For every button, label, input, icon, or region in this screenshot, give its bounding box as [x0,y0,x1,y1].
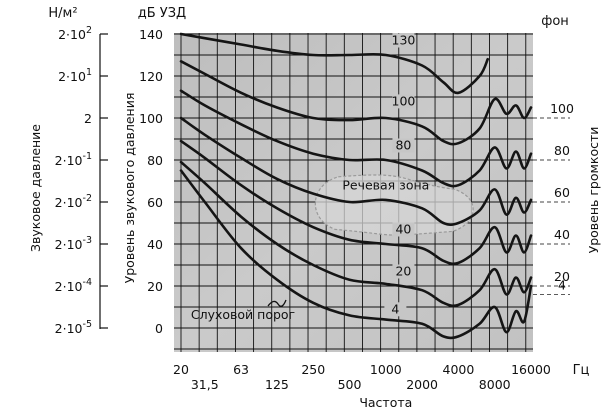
loudness-curve-20 [179,160,533,308]
pressure-tick-label: 2·10-5 [55,319,92,336]
pressure-tick-base: 2·10 [55,153,83,168]
curve-label-100: 100 [392,93,416,108]
pressure-tick-label: 2·10-2 [55,193,92,210]
x-tick-label-4000: 4000 [443,362,475,377]
loudness-curve-100 [179,60,533,146]
phon-tick-label-60: 60 [554,185,570,200]
pressure-tick-exp: -3 [83,235,92,246]
phon-tick-label-100: 100 [550,101,574,116]
loudness-curve-130 [179,32,489,95]
y-axis-label: Уровень звукового давления [122,93,137,284]
x-tick-label-2000: 2000 [406,377,438,392]
phon-axis-label: Уровень громкости [586,127,601,254]
loudness-curve-4 [179,169,533,340]
pressure-tick-label: 2·10-3 [55,235,92,252]
loudness-curve-40 [179,139,533,266]
y-tick-label-80: 80 [147,153,163,168]
pressure-unit-label: Н/м² [48,6,77,21]
pressure-tick-label: 2·10-1 [55,151,92,168]
y-tick-label-20: 20 [147,279,163,294]
pressure-tick-base: 2·10 [55,321,83,336]
pressure-tick-base: 2 [84,111,92,126]
pressure-tick-base: 2·10 [58,69,86,84]
y-tick-label-120: 120 [139,69,163,84]
phon-tick-label-20: 20 [554,269,570,284]
pressure-tick-base: 2·10 [55,279,83,294]
curve-label-80: 80 [395,138,411,153]
phon-tick-label-80: 80 [554,143,570,158]
y-tick-label-60: 60 [147,195,163,210]
pressure-axis-label: Звуковое давление [28,124,43,252]
phon-tick-label-40: 40 [554,227,570,242]
x-tick-label-16000: 16000 [511,362,551,377]
curve-label-bg [392,138,415,153]
y-tick-label-0: 0 [155,321,163,336]
y-tick-label-40: 40 [147,237,163,252]
curve-label-20: 20 [395,264,411,279]
pressure-tick-exp: -1 [83,151,92,162]
curve-label-130: 130 [392,33,416,48]
loudness-curve-80 [179,89,533,188]
pressure-tick-exp: -5 [83,319,92,330]
curve-label-bg [392,264,415,279]
speech-zone [314,174,474,236]
phon-unit-label: фон [541,14,569,29]
curve-label-bg [392,222,415,237]
x-tick-label-31,5: 31,5 [191,377,219,392]
x-tick-label-63: 63 [233,362,249,377]
pressure-tick-base: 2·10 [55,195,83,210]
db-unit-label: дБ УЗД [138,6,186,21]
phon-tick-label-4: 4 [558,277,566,292]
x-tick-label-250: 250 [301,362,325,377]
speech-zone-label: Речевая зона [342,177,429,192]
loudness-curve-60 [179,116,533,226]
curve-label-bg [384,302,407,317]
curve-label-40: 40 [395,222,411,237]
x-tick-label-20: 20 [173,362,189,377]
x-unit-label: Гц [573,363,590,378]
pressure-tick-label: 2·10-4 [55,277,92,294]
x-tick-label-8000: 8000 [479,377,511,392]
x-tick-label-125: 125 [265,377,289,392]
threshold-pointer [267,299,287,307]
x-tick-label-1000: 1000 [370,362,402,377]
y-tick-label-100: 100 [139,111,163,126]
pressure-tick-exp: -4 [83,277,92,288]
y-tick-label-140: 140 [139,27,163,42]
pressure-tick-base: 2·10 [58,27,86,42]
pressure-tick-base: 2·10 [55,237,83,252]
curve-label-4: 4 [391,301,399,316]
pressure-tick-label: 2·102 [58,25,92,42]
curve-label-bg [392,94,415,109]
curve-label-bg [392,33,415,48]
pressure-tick-label: 2 [84,111,92,126]
pressure-tick-exp: 2 [86,25,92,36]
x-tick-label-500: 500 [338,377,362,392]
pressure-tick-exp: -2 [83,193,92,204]
hearing-threshold-label: Слуховой порог [191,307,295,322]
pressure-tick-label: 2·101 [58,67,92,84]
pressure-tick-exp: 1 [86,67,92,78]
x-axis-label: Частота [359,395,412,410]
